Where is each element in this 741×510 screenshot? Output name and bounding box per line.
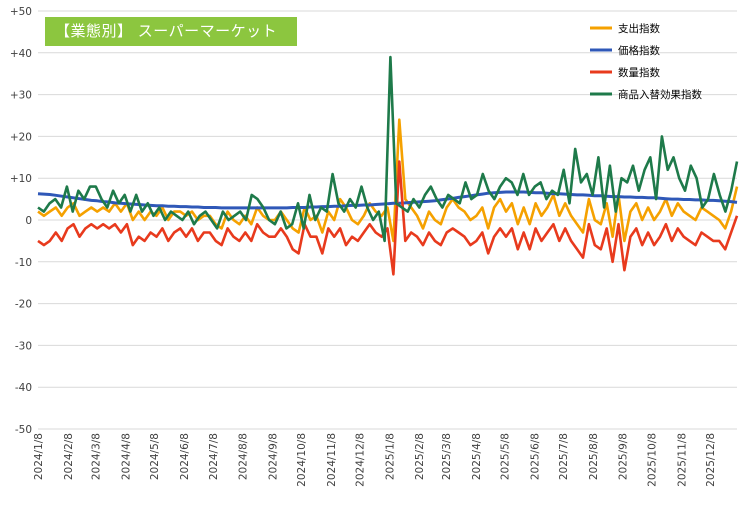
x-tick-label: 2024/12/8 — [355, 433, 367, 487]
y-tick-label: -50 — [15, 424, 32, 436]
x-tick-label: 2025/10/8 — [647, 433, 659, 487]
legend-label: 価格指数 — [618, 44, 660, 57]
y-axis-tick-labels: +50 +40 +30 +20 +10 0 -10 -20 -30 -40 -50 — [10, 6, 32, 436]
series-line-2 — [37, 160, 739, 276]
x-axis-tick-labels: 2024/1/8 2024/2/8 2024/3/8 2024/4/8 2024/5/8… — [33, 433, 717, 487]
legend-label: 商品入替効果指数 — [618, 88, 702, 101]
y-tick-label: 0 — [25, 215, 32, 227]
x-tick-label: 2025/3/8 — [441, 433, 453, 480]
x-tick-label: 2024/1/8 — [33, 433, 45, 480]
y-tick-label: +20 — [10, 131, 32, 143]
x-tick-label: 2024/9/8 — [267, 433, 279, 480]
y-tick-label: -10 — [15, 257, 32, 269]
x-tick-label: 2025/7/8 — [558, 433, 570, 480]
x-tick-label: 2025/9/8 — [618, 433, 630, 480]
x-tick-label: 2024/10/8 — [296, 433, 308, 487]
series-lines — [37, 55, 739, 276]
x-tick-label: 2025/2/8 — [414, 433, 426, 480]
series-line-3 — [37, 55, 739, 243]
x-tick-label: 2025/5/8 — [500, 433, 512, 480]
series-line-1 — [37, 190, 738, 210]
x-tick-label: 2025/6/8 — [529, 433, 541, 480]
x-tick-label: 2024/11/8 — [326, 433, 338, 487]
x-tick-label: 2025/4/8 — [471, 433, 483, 480]
x-tick-label: 2024/5/8 — [149, 433, 161, 480]
x-tick-label: 2025/8/8 — [588, 433, 600, 480]
x-tick-label: 2024/2/8 — [63, 433, 75, 480]
x-tick-label: 2025/1/8 — [384, 433, 396, 480]
y-tick-label: +50 — [10, 6, 32, 18]
y-tick-label: +10 — [10, 173, 32, 185]
x-tick-label: 2024/7/8 — [208, 433, 220, 480]
x-tick-label: 2024/3/8 — [91, 433, 103, 480]
x-tick-label: 2025/11/8 — [676, 433, 688, 487]
y-tick-label: -20 — [15, 299, 32, 311]
y-tick-label: +40 — [10, 48, 32, 60]
y-tick-label: -40 — [15, 382, 32, 394]
legend-label: 支出指数 — [618, 22, 660, 35]
chart-title: 【業態別】 スーパーマーケット — [45, 17, 297, 46]
legend-label: 数量指数 — [618, 66, 660, 79]
y-tick-label: -30 — [15, 340, 32, 352]
x-tick-label: 2024/8/8 — [238, 433, 250, 480]
x-tick-label: 2024/4/8 — [120, 433, 132, 480]
y-tick-label: +30 — [10, 90, 32, 102]
x-tick-label: 2024/6/8 — [179, 433, 191, 480]
x-tick-label: 2025/12/8 — [705, 433, 717, 487]
